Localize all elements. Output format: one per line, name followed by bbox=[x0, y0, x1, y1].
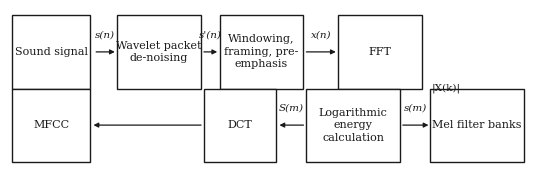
Text: FFT: FFT bbox=[368, 47, 392, 57]
Bar bbox=[220, 15, 303, 88]
Text: Wavelet packet
de-noising: Wavelet packet de-noising bbox=[117, 41, 202, 63]
Bar bbox=[12, 15, 90, 88]
Text: s(n): s(n) bbox=[95, 30, 115, 39]
Text: x(n): x(n) bbox=[311, 30, 331, 39]
Text: S(m): S(m) bbox=[279, 104, 304, 113]
Bar bbox=[306, 88, 400, 162]
Bar bbox=[204, 88, 276, 162]
Text: s(m): s(m) bbox=[404, 104, 427, 113]
Text: MFCC: MFCC bbox=[33, 120, 69, 130]
Text: s'(n): s'(n) bbox=[199, 30, 222, 39]
Text: Sound signal: Sound signal bbox=[15, 47, 88, 57]
Bar bbox=[338, 15, 422, 88]
Text: |X(k)|: |X(k)| bbox=[432, 84, 461, 93]
Bar bbox=[117, 15, 201, 88]
Text: DCT: DCT bbox=[228, 120, 252, 130]
Bar bbox=[12, 88, 90, 162]
Text: Windowing,
framing, pre-
emphasis: Windowing, framing, pre- emphasis bbox=[224, 35, 299, 69]
Text: Mel filter banks: Mel filter banks bbox=[432, 120, 522, 130]
Text: Logarithmic
energy
calculation: Logarithmic energy calculation bbox=[318, 108, 388, 142]
Bar bbox=[430, 88, 524, 162]
